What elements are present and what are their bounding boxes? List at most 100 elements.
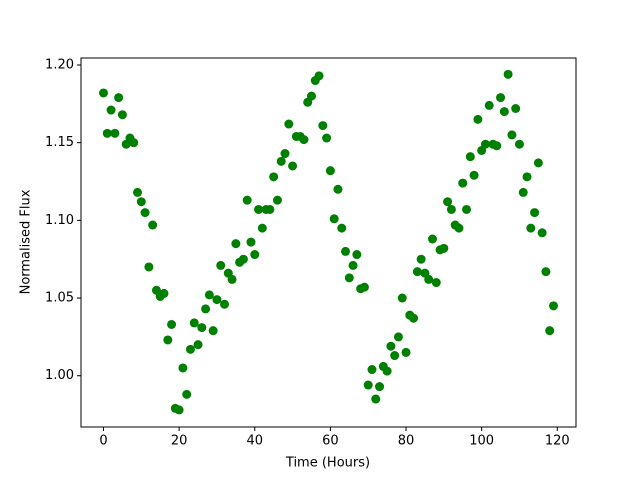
point xyxy=(288,161,298,171)
point xyxy=(212,295,222,305)
point xyxy=(129,138,139,148)
point xyxy=(272,195,282,205)
point xyxy=(492,141,502,151)
point xyxy=(148,220,158,230)
plot-frame xyxy=(80,57,577,428)
point xyxy=(530,208,540,218)
point xyxy=(371,394,381,404)
point xyxy=(299,135,309,145)
point xyxy=(348,260,358,270)
point xyxy=(276,156,286,166)
point xyxy=(257,223,267,233)
point xyxy=(322,133,332,143)
x-axis-label: Time (Hours) xyxy=(285,456,370,471)
point xyxy=(462,204,472,214)
point xyxy=(306,91,316,101)
point xyxy=(114,93,124,103)
point xyxy=(216,260,226,270)
point xyxy=(545,326,555,336)
point xyxy=(375,382,385,392)
point xyxy=(458,178,468,188)
point xyxy=(178,363,188,373)
x-tick-label: 60 xyxy=(322,434,339,449)
point xyxy=(269,172,279,182)
point xyxy=(106,105,116,115)
point xyxy=(208,326,218,336)
point xyxy=(367,365,377,375)
point xyxy=(533,158,543,168)
y-tick-label: 1.00 xyxy=(45,368,74,383)
point xyxy=(382,366,392,376)
point xyxy=(390,351,400,361)
point xyxy=(220,299,230,309)
point xyxy=(446,204,456,214)
point xyxy=(140,208,150,218)
point xyxy=(352,250,362,260)
point xyxy=(318,121,328,131)
point xyxy=(496,93,506,103)
point xyxy=(197,323,207,333)
point xyxy=(427,234,437,244)
point xyxy=(102,128,112,138)
point xyxy=(386,341,396,351)
y-axis-label: Normalised Flux xyxy=(19,189,34,294)
point xyxy=(541,267,551,277)
point xyxy=(341,246,351,256)
point xyxy=(344,273,354,283)
point xyxy=(250,250,260,260)
point xyxy=(265,204,275,214)
x-tick-label: 0 xyxy=(99,434,107,449)
x-tick-label: 120 xyxy=(545,434,570,449)
point xyxy=(412,267,422,277)
point xyxy=(507,130,517,140)
point xyxy=(136,197,146,207)
point xyxy=(284,119,294,129)
point xyxy=(393,332,403,342)
point xyxy=(397,293,407,303)
point xyxy=(363,380,373,390)
point xyxy=(439,243,449,253)
point xyxy=(333,184,343,194)
point xyxy=(167,319,177,329)
point xyxy=(133,187,143,197)
point xyxy=(443,197,453,207)
point xyxy=(511,103,521,113)
point xyxy=(518,187,528,197)
point xyxy=(159,288,169,298)
point xyxy=(416,254,426,264)
point xyxy=(204,290,214,300)
point xyxy=(359,282,369,292)
point xyxy=(537,228,547,238)
point xyxy=(329,214,339,224)
point xyxy=(231,239,241,249)
y-tick-label: 1.05 xyxy=(45,291,74,306)
point xyxy=(163,335,173,345)
point xyxy=(185,344,195,354)
point xyxy=(549,301,558,311)
point xyxy=(238,254,248,264)
point xyxy=(314,71,324,81)
point xyxy=(99,88,108,98)
point xyxy=(227,274,237,284)
point xyxy=(454,223,464,233)
point xyxy=(110,128,120,138)
point xyxy=(522,172,532,182)
point xyxy=(526,223,536,233)
point xyxy=(499,107,509,117)
point xyxy=(484,100,494,110)
point xyxy=(246,237,256,247)
point xyxy=(409,313,419,323)
point xyxy=(503,69,513,79)
point xyxy=(254,204,264,214)
point xyxy=(514,139,524,149)
point xyxy=(401,347,411,357)
point xyxy=(174,405,184,415)
point xyxy=(473,114,483,124)
x-tick-label: 40 xyxy=(246,434,263,449)
point xyxy=(424,274,434,284)
y-tick-label: 1.20 xyxy=(45,57,74,72)
x-tick-label: 100 xyxy=(469,434,494,449)
point xyxy=(189,318,199,328)
point xyxy=(280,149,290,159)
